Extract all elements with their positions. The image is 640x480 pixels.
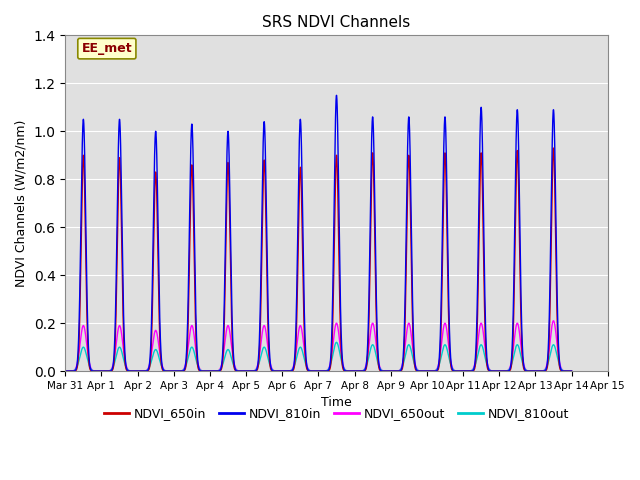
NDVI_650out [404,323,412,328]
Line: NDVI_810in: NDVI_810in [65,96,572,371]
NDVI_810in [194,359,202,365]
NDVI_810out [194,363,202,369]
NDVI_810out [262,349,270,355]
Text: EE_met: EE_met [81,42,132,55]
Title: SRS NDVI Channels: SRS NDVI Channels [262,15,411,30]
NDVI_810out [307,368,314,374]
NDVI_650in [307,368,314,374]
NDVI_650in [262,251,270,256]
NDVI_650in [253,368,260,373]
X-axis label: Time: Time [321,396,352,409]
Line: NDVI_650out: NDVI_650out [65,321,572,371]
NDVI_650in [88,368,95,374]
NDVI_810in [61,368,69,374]
NDVI_650out [253,366,260,372]
NDVI_810out [61,368,69,374]
NDVI_810in [88,368,95,373]
NDVI_810in [262,216,270,222]
NDVI_810out [333,339,340,345]
NDVI_650in [568,368,575,374]
NDVI_650in [550,145,557,151]
NDVI_650in [61,368,69,374]
NDVI_810in [253,367,260,373]
Legend: NDVI_650in, NDVI_810in, NDVI_650out, NDVI_810out: NDVI_650in, NDVI_810in, NDVI_650out, NDV… [99,402,574,425]
NDVI_810out [253,366,260,372]
NDVI_810out [88,367,95,373]
Line: NDVI_810out: NDVI_810out [65,342,572,371]
NDVI_810out [404,343,412,348]
NDVI_650out [88,367,95,372]
NDVI_810in [568,368,575,374]
NDVI_650out [568,368,575,374]
NDVI_810in [333,93,340,98]
NDVI_810in [307,368,314,374]
NDVI_650out [550,318,557,324]
NDVI_810in [404,134,412,140]
NDVI_650in [404,176,412,181]
NDVI_650in [194,364,202,370]
NDVI_650out [61,368,69,374]
Y-axis label: NDVI Channels (W/m2/nm): NDVI Channels (W/m2/nm) [15,120,28,287]
NDVI_810out [568,368,575,374]
Line: NDVI_650in: NDVI_650in [65,148,572,371]
NDVI_650out [307,368,314,373]
NDVI_650out [262,333,270,339]
NDVI_650out [194,360,202,366]
